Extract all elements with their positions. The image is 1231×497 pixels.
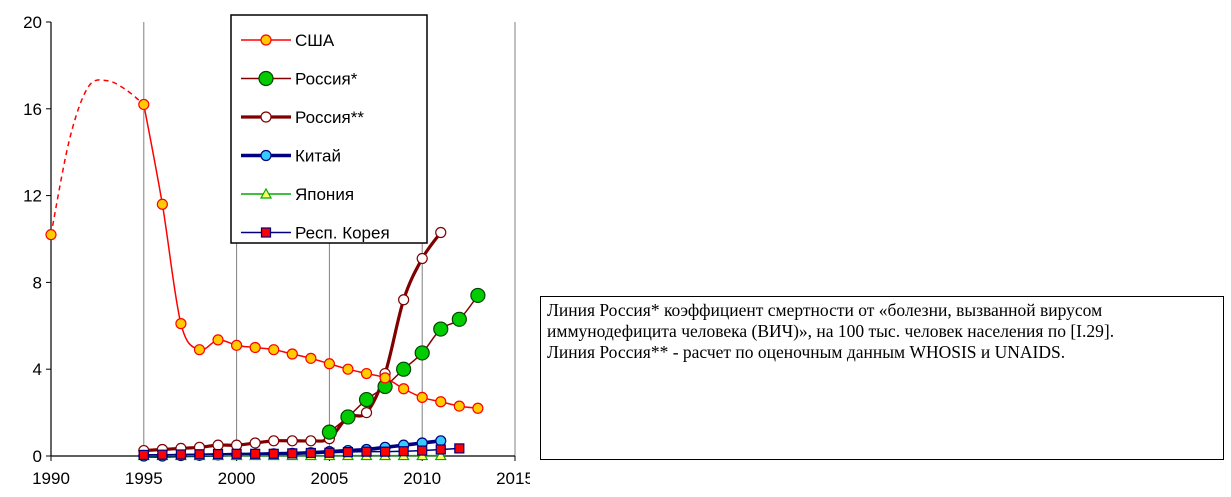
point-россия-star-2012: [451, 311, 467, 327]
x-tick-label-1990: 1990: [32, 469, 70, 488]
point-россия-star-2005: [321, 424, 337, 440]
legend-label-китай: Китай: [295, 147, 341, 166]
point-япония-2011: [434, 449, 447, 461]
point-респ-корея-1998: [194, 449, 205, 460]
point-сша-2013: [472, 402, 484, 414]
x-tick-label-1995: 1995: [125, 469, 163, 488]
point-россия-star-2010: [414, 345, 430, 361]
point-россия-star-2006: [340, 409, 356, 425]
legend-swatch-marker-япония: [259, 187, 273, 199]
x-tick-label-2015: 2015: [496, 469, 530, 488]
point-россия-star-star-1999: [212, 439, 224, 451]
y-tick-label-16: 16: [23, 100, 42, 119]
point-респ-корея-2005: [324, 447, 335, 458]
legend-swatch-marker-респ-корея: [260, 227, 272, 238]
point-россия-star-star-2009: [398, 294, 410, 306]
line-chart: 0 4 8 12 16 20 1990 1995 2000 2005 2010 2015 США Ро…: [23, 13, 530, 488]
point-респ-корея-1999: [212, 448, 224, 460]
point-сша-2008: [379, 372, 391, 384]
legend-swatch-marker-россия-star-star: [260, 111, 272, 123]
y-tick-label-20: 20: [23, 13, 42, 32]
legend-swatch-marker-сша: [260, 34, 272, 46]
point-россия-star-star-2000: [231, 439, 243, 451]
point-сша-1997: [175, 318, 187, 330]
point-респ-корея-2003: [287, 448, 298, 459]
point-респ-корея-2004: [305, 447, 316, 459]
point-респ-корея-2007: [361, 446, 372, 457]
point-россия-star-star-2010: [416, 252, 428, 265]
point-респ-корея-2002: [268, 448, 279, 459]
legend-label-россия-star: Россия*: [295, 70, 358, 89]
y-tick-label-0: 0: [33, 447, 42, 466]
point-сша-1998: [193, 344, 206, 356]
point-сша-2007: [360, 367, 373, 380]
point-сша-2002: [268, 344, 280, 356]
series-markers: [45, 98, 486, 462]
point-сша-2009: [398, 383, 410, 395]
point-россия-star-star-2011: [435, 226, 447, 239]
point-респ-корея-2009: [398, 446, 409, 457]
point-сша-2012: [453, 400, 465, 412]
point-респ-корея-2000: [231, 448, 242, 459]
legend-swatch-marker-россия-star: [258, 70, 274, 87]
x-tick-label-2000: 2000: [218, 469, 256, 488]
x-tick-label-2010: 2010: [403, 469, 441, 488]
y-tick-label-4: 4: [33, 360, 42, 379]
point-сша-1990: [45, 229, 57, 241]
y-tick-label-8: 8: [33, 273, 42, 292]
point-респ-корея-2012: [454, 443, 465, 454]
legend: США Россия* Россия** Китай Япония Респ. Корея: [230, 14, 428, 244]
point-россия-star-2013: [470, 287, 486, 304]
point-сша-2006: [342, 363, 354, 375]
legend-box: [230, 14, 428, 244]
point-россия-star-2009: [396, 361, 412, 377]
point-респ-корея-2001: [250, 448, 261, 459]
point-респ-корея-2008: [379, 446, 391, 457]
x-tick-label-2005: 2005: [310, 469, 348, 488]
point-сша-2011: [435, 396, 447, 408]
series-line-сша-dashed: [50, 79, 145, 235]
annotation-russia-star: Линия Россия* коэффициент смертности от …: [547, 300, 1115, 341]
point-сша-2001: [249, 341, 261, 354]
point-респ-корея-2010: [417, 445, 428, 456]
y-axis-tick-labels: 0 4 8 12 16 20: [23, 13, 42, 466]
point-сша-1995: [138, 98, 150, 111]
point-сша-1999: [212, 334, 224, 346]
point-россия-star-star-2002: [268, 435, 280, 447]
legend-label-респ-корея: Респ. Корея: [295, 224, 390, 243]
point-китай-2011: [435, 435, 447, 447]
point-сша-1996: [156, 198, 168, 210]
point-россия-star-star-2001: [249, 437, 261, 449]
point-россия-star-star-2003: [286, 435, 298, 447]
point-россия-star-2011: [433, 321, 449, 337]
point-сша-2010: [416, 391, 428, 404]
x-axis-tick-labels: 1990 1995 2000 2005 2010 2015: [32, 469, 530, 488]
y-tick-label-12: 12: [23, 187, 42, 206]
point-россия-star-star-2007: [360, 407, 373, 419]
point-респ-корея-1996: [157, 449, 168, 460]
point-респ-корея-1995: [138, 449, 149, 461]
annotation-box: Линия Россия* коэффициент смертности от …: [540, 296, 1224, 460]
annotation-russia-double-star: Линия Россия** - расчет по оценочным дан…: [547, 342, 1066, 362]
legend-label-сша: США: [295, 31, 335, 50]
point-россия-star-star-2004: [305, 435, 317, 447]
point-респ-корея-1997: [175, 449, 187, 460]
point-респ-корея-2011: [435, 444, 446, 455]
point-россия-star-2007: [358, 391, 375, 408]
legend-label-япония: Япония: [295, 185, 354, 204]
point-респ-корея-2006: [342, 446, 354, 458]
point-сша-2005: [323, 358, 335, 370]
legend-label-россия-star-star: Россия**: [295, 108, 364, 127]
point-сша-2004: [305, 352, 317, 364]
point-сша-2000: [231, 339, 243, 351]
legend-swatch-marker-китай: [260, 149, 272, 162]
point-сша-2003: [286, 348, 298, 360]
